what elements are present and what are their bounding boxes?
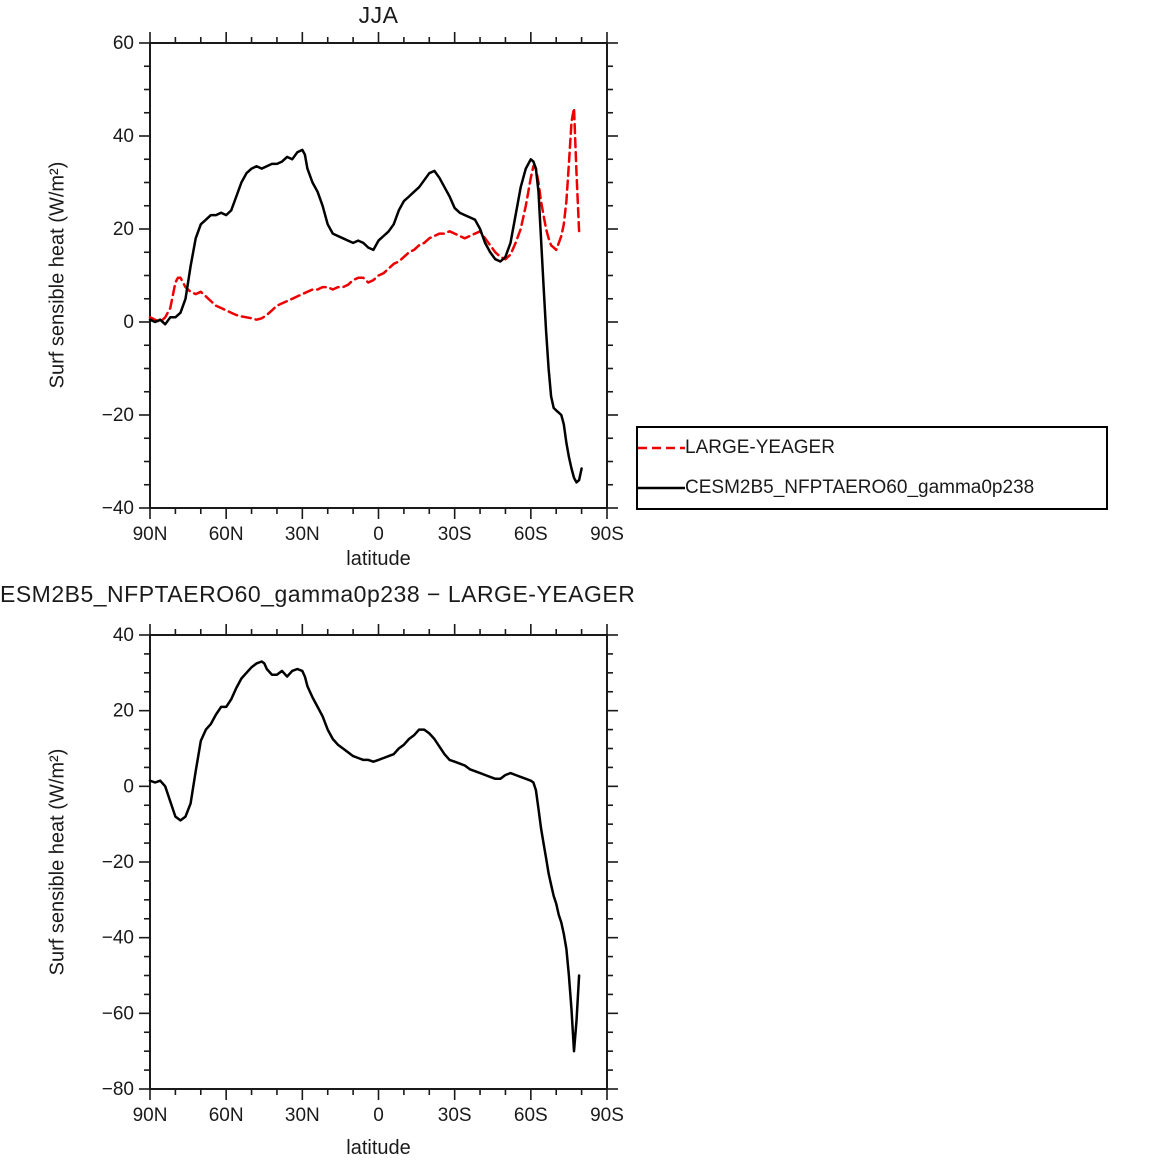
red-dashed-line-sample (638, 446, 685, 450)
svg-text:90N: 90N (133, 524, 168, 545)
svg-text:60S: 60S (514, 524, 548, 545)
svg-text:60S: 60S (514, 1105, 548, 1126)
svg-text:−20: −20 (102, 852, 134, 873)
svg-text:−40: −40 (102, 498, 134, 519)
legend-label-large-yeager: LARGE-YEAGER (685, 437, 835, 458)
svg-text:−40: −40 (102, 928, 134, 949)
svg-text:−60: −60 (102, 1003, 134, 1024)
svg-text:60: 60 (113, 33, 134, 54)
svg-text:−20: −20 (102, 405, 134, 426)
svg-text:0: 0 (123, 776, 134, 797)
jja-plot: 90N 60N 30N 0 30S 60S 90S 60 40 20 0 −20 −40 (102, 32, 624, 545)
svg-text:20: 20 (113, 219, 134, 240)
svg-text:−80: −80 (102, 1079, 134, 1100)
svg-text:40: 40 (113, 126, 134, 147)
svg-text:90N: 90N (133, 1105, 168, 1126)
bottom-chart-x-axis-label: latitude (346, 1137, 411, 1159)
top-chart-title: JJA (358, 2, 399, 28)
bottom-chart-y-axis-label: Surf sensible heat (W/m²) (46, 748, 69, 976)
svg-text:0: 0 (373, 524, 384, 545)
svg-text:30S: 30S (438, 524, 472, 545)
svg-text:30N: 30N (285, 1105, 320, 1126)
svg-text:30N: 30N (285, 524, 320, 545)
legend-label-cesm2b5: CESM2B5_NFPTAERO60_gamma0p238 (685, 477, 1035, 498)
legend-entry-cesm2b5: CESM2B5_NFPTAERO60_gamma0p238 (638, 468, 1106, 508)
top-chart-x-axis-label: latitude (346, 548, 411, 570)
black-solid-line-sample (638, 486, 685, 490)
svg-text:0: 0 (373, 1105, 384, 1126)
svg-text:0: 0 (123, 312, 134, 333)
legend: LARGE-YEAGER CESM2B5_NFPTAERO60_gamma0p2… (636, 426, 1108, 510)
difference-plot: 90N 60N 30N 0 30S 60S 90S 40 20 0 −20 −40 −60 −80 (102, 624, 624, 1126)
svg-text:90S: 90S (590, 1105, 624, 1126)
legend-entry-large-yeager: LARGE-YEAGER (638, 428, 1106, 468)
top-chart-y-axis-label: Surf sensible heat (W/m²) (46, 161, 69, 389)
svg-text:90S: 90S (590, 524, 624, 545)
svg-text:20: 20 (113, 701, 134, 722)
svg-text:60N: 60N (209, 524, 244, 545)
svg-text:30S: 30S (438, 1105, 472, 1126)
bottom-chart-title: ESM2B5_NFPTAERO60_gamma0p238 − LARGE-YEA… (0, 581, 636, 607)
svg-text:60N: 60N (209, 1105, 244, 1126)
svg-text:40: 40 (113, 625, 134, 646)
